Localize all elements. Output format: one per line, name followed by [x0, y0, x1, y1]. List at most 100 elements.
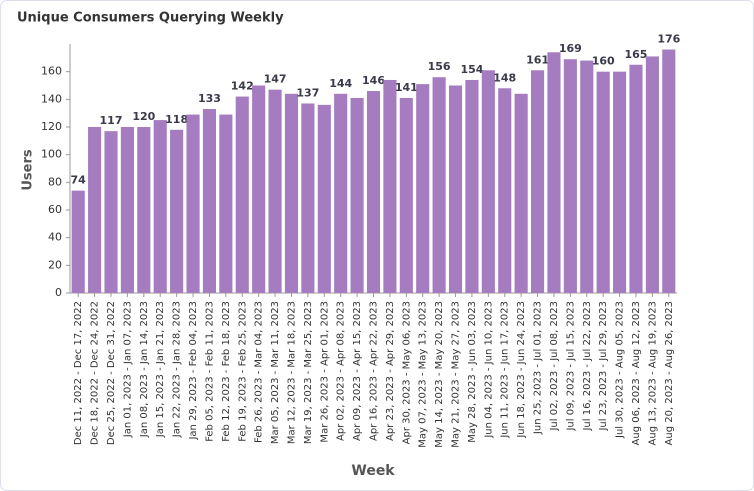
- x-axis-label: Week: [351, 463, 395, 479]
- x-tick-label: Jun 25, 2023 - Jul 01, 2023: [533, 301, 544, 435]
- bar: [219, 114, 233, 293]
- bar: [613, 71, 627, 294]
- y-tick-label: 160: [41, 65, 62, 78]
- x-tick-label: Feb 19, 2023 - Feb 25, 2023: [237, 301, 248, 442]
- bar: [317, 104, 331, 293]
- x-tick-label: Jul 23, 2023 - Jul 29, 2023: [598, 301, 609, 432]
- x-tick-label: Jun 18, 2023 - Jun 24, 2023: [516, 301, 527, 439]
- value-label: 156: [428, 60, 451, 73]
- value-label: 148: [493, 71, 516, 84]
- bar: [268, 89, 282, 294]
- x-tick-label: Jan 15, 2023 - Jan 21, 2023: [155, 301, 166, 438]
- y-tick-label: 20: [48, 258, 62, 271]
- value-label: 142: [231, 80, 254, 93]
- value-label: 160: [592, 55, 615, 68]
- bar: [137, 127, 151, 293]
- x-tick-label: Feb 12, 2023 - Feb 18, 2023: [221, 301, 232, 442]
- value-label: 154: [460, 63, 483, 76]
- value-label: 137: [296, 86, 319, 99]
- value-label: 161: [526, 53, 549, 66]
- bar: [514, 93, 528, 293]
- bar: [186, 114, 200, 293]
- y-axis-label: Users: [21, 149, 36, 191]
- x-tick-label: May 14, 2023 - May 20, 2023: [434, 301, 445, 448]
- value-label: 141: [395, 81, 418, 94]
- value-label: 169: [559, 42, 582, 55]
- x-tick-label: Aug 06, 2023 - Aug 12, 2023: [631, 301, 642, 445]
- bar: [563, 59, 577, 293]
- x-tick-label: Jul 02, 2023 - Jul 08, 2023: [549, 301, 560, 432]
- x-tick-label: Jul 09, 2023 - Jul 15, 2023: [565, 301, 576, 432]
- x-tick-label: Jan 29, 2023 - Feb 04, 2023: [188, 301, 199, 441]
- x-tick-label: Apr 30, 2023 - May 06, 2023: [401, 301, 412, 444]
- x-tick-label: May 07, 2023 - May 13, 2023: [418, 301, 429, 448]
- y-tick-label: 40: [48, 231, 62, 244]
- bar: [88, 127, 102, 293]
- value-label: 118: [165, 113, 188, 126]
- bar: [170, 129, 184, 293]
- bar: [580, 60, 594, 293]
- value-label: 176: [657, 33, 680, 46]
- bar: [662, 49, 676, 294]
- bar: [301, 103, 315, 293]
- bar: [284, 93, 299, 293]
- y-tick-label: 140: [41, 92, 62, 105]
- x-tick-label: Jul 30, 2023 - Aug 05, 2023: [615, 301, 626, 439]
- bar: [498, 88, 512, 294]
- chart-title: Unique Consumers Querying Weekly: [17, 11, 284, 26]
- bar: [547, 52, 561, 293]
- y-tick-label: 0: [55, 286, 62, 299]
- y-tick-label: 60: [48, 203, 62, 216]
- x-tick-label: Mar 19, 2023 - Mar 25, 2023: [303, 301, 314, 444]
- bar: [104, 131, 118, 293]
- x-tick-label: Feb 26, 2023 - Mar 04, 2023: [254, 301, 265, 443]
- value-label: 147: [264, 73, 287, 86]
- value-label: 165: [625, 48, 648, 61]
- x-tick-label: Dec 25, 2022 - Dec 31, 2022: [106, 301, 117, 445]
- x-tick-label: Apr 02, 2023 - Apr 08, 2023: [336, 301, 347, 441]
- bar: [235, 96, 249, 293]
- x-tick-label: Mar 05, 2023 - Mar 11, 2023: [270, 301, 281, 444]
- y-tick-label: 120: [41, 120, 62, 133]
- x-tick-label: Aug 13, 2023 - Aug 19, 2023: [647, 301, 658, 445]
- x-tick-label: Jun 04, 2023 - Jun 10, 2023: [483, 301, 494, 439]
- x-tick-label: Dec 18, 2022 - Dec 24, 2022: [90, 301, 101, 445]
- bar: [465, 79, 479, 293]
- bar: [416, 84, 430, 293]
- x-tick-label: Jun 11, 2023 - Jun 17, 2023: [500, 301, 511, 439]
- value-label: 74: [71, 174, 87, 187]
- x-tick-label: Feb 05, 2023 - Feb 11, 2023: [204, 301, 215, 442]
- bar: [629, 64, 643, 293]
- x-tick-label: Apr 09, 2023 - Apr 15, 2023: [352, 301, 363, 441]
- bar: [202, 109, 217, 294]
- bar: [153, 120, 167, 293]
- bar: [481, 70, 495, 294]
- x-tick-label: May 21, 2023 - May 27, 2023: [451, 301, 462, 448]
- x-tick-label: Jan 22, 2023 - Jan 28, 2023: [172, 301, 183, 438]
- bar: [399, 97, 413, 293]
- x-tick-label: Jan 08, 2023 - Jan 14, 2023: [139, 301, 150, 438]
- value-label: 117: [100, 114, 123, 127]
- bar: [334, 93, 348, 293]
- bar: [71, 190, 85, 293]
- bar: [596, 71, 610, 294]
- x-tick-label: Dec 11, 2022 - Dec 17, 2022: [73, 301, 84, 445]
- bar: [383, 79, 397, 293]
- bar: [350, 97, 364, 293]
- x-tick-label: Jul 16, 2023 - Jul 22, 2023: [582, 301, 593, 432]
- x-tick-label: Jan 01, 2023 - Jan 07, 2023: [122, 301, 133, 438]
- y-tick-label: 100: [41, 148, 62, 161]
- value-label: 144: [329, 77, 352, 90]
- bar: [252, 85, 266, 293]
- x-tick-label: Apr 23, 2023 - Apr 29, 2023: [385, 301, 396, 441]
- value-label: 120: [132, 110, 155, 123]
- bar: [120, 127, 134, 293]
- bar: [645, 56, 659, 294]
- bar: [366, 91, 381, 294]
- x-tick-label: Apr 16, 2023 - Apr 22, 2023: [369, 301, 380, 441]
- value-label: 146: [362, 74, 385, 87]
- bar: [530, 70, 545, 294]
- x-tick-label: Mar 26, 2023 - Apr 01, 2023: [319, 301, 330, 443]
- x-tick-label: Aug 20, 2023 - Aug 26, 2023: [664, 301, 675, 445]
